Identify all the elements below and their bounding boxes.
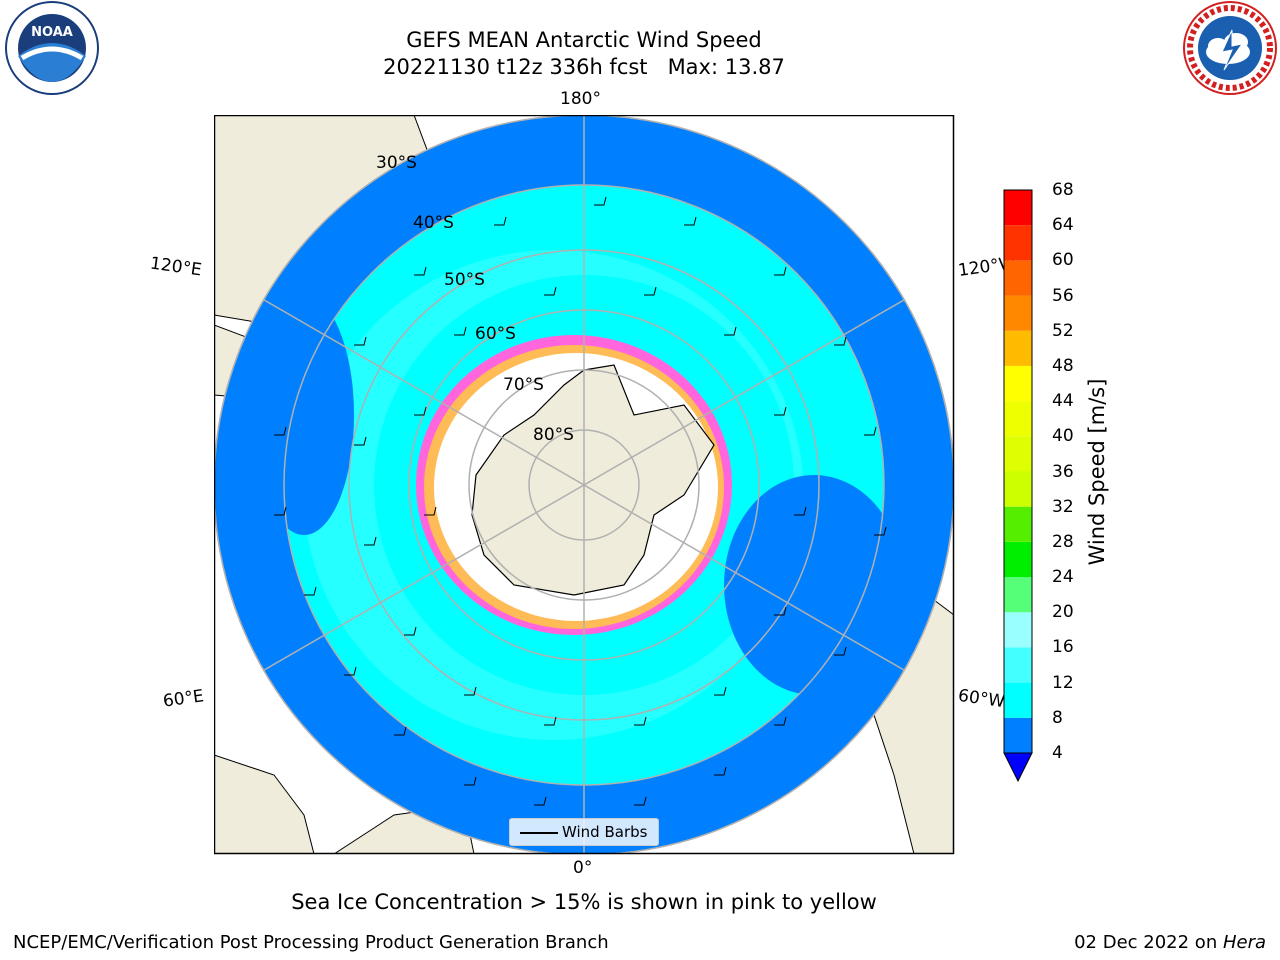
colorbar-tick-label: 64 xyxy=(1052,215,1074,236)
legend-label: Wind Barbs xyxy=(562,823,648,841)
colorbar-bin-28-32 xyxy=(1004,506,1032,542)
noaa-logo-text: NOAA xyxy=(31,25,73,40)
colorbar-tick-label: 68 xyxy=(1052,180,1074,200)
lon-label-0: 0° xyxy=(573,858,593,878)
colorbar-bin-48-52 xyxy=(1004,330,1032,366)
colorbar-frame xyxy=(1003,189,1033,754)
colorbar-under-extension xyxy=(1003,752,1033,783)
colorbar-bin-20-24 xyxy=(1004,577,1032,613)
colorbar-bin-44-48 xyxy=(1004,365,1032,402)
footer-host: Hera xyxy=(1222,932,1266,953)
nws-logo-icon xyxy=(1183,1,1277,95)
colorbar-tick-label: 20 xyxy=(1052,602,1074,623)
colorbar-tick-label: 56 xyxy=(1052,285,1074,306)
wind-barbs xyxy=(274,196,887,806)
colorbar-tick-label: 60 xyxy=(1052,250,1074,271)
colorbar-bin-56-60 xyxy=(1004,260,1032,296)
legend-line-swatch xyxy=(520,832,558,834)
sea-ice-caption: Sea Ice Concentration > 15% is shown in … xyxy=(291,890,877,914)
colorbar-bin-64-68 xyxy=(1004,190,1032,226)
colorbar-tick-label: 28 xyxy=(1052,531,1074,552)
colorbar-tick-label: 4 xyxy=(1052,743,1063,763)
colorbar-bin-52-56 xyxy=(1004,295,1032,331)
footer-date: 02 Dec 2022 on xyxy=(1074,932,1223,953)
colorbar-bin-24-28 xyxy=(1004,541,1032,578)
colorbar xyxy=(1003,189,1033,783)
colorbar-bin-8-12 xyxy=(1004,682,1032,718)
colorbar-bin-16-20 xyxy=(1004,612,1032,648)
colorbar-tick-label: 48 xyxy=(1052,355,1074,376)
colorbar-tick-label: 8 xyxy=(1052,707,1063,728)
colorbar-tick-label: 16 xyxy=(1052,637,1074,658)
noaa-logo-icon: NOAA xyxy=(5,1,99,95)
plot-title-line2: 20221130 t12z 336h fcst Max: 13.87 xyxy=(383,55,785,79)
graticule xyxy=(214,115,954,854)
lat-label-50s: 50°S xyxy=(444,270,485,290)
wind-barbs-legend: Wind Barbs xyxy=(509,818,659,846)
colorbar-tick-label: 44 xyxy=(1052,391,1074,412)
lon-label-60e: 60°E xyxy=(161,686,206,712)
colorbar-bin-4-8 xyxy=(1004,717,1032,753)
footer-left: NCEP/EMC/Verification Post Processing Pr… xyxy=(13,932,609,953)
colorbar-bin-32-36 xyxy=(1004,471,1032,507)
footer-right: 02 Dec 2022 on Hera xyxy=(1074,932,1266,953)
lat-label-80s: 80°S xyxy=(533,425,574,445)
colorbar-bin-36-40 xyxy=(1004,436,1032,472)
colorbar-bin-60-64 xyxy=(1004,225,1032,261)
colorbar-bin-40-44 xyxy=(1004,401,1032,437)
colorbar-bin-12-16 xyxy=(1004,647,1032,683)
lat-label-60s: 60°S xyxy=(475,324,516,344)
plot-title-line1: GEFS MEAN Antarctic Wind Speed xyxy=(406,28,762,52)
colorbar-tick-label: 12 xyxy=(1052,672,1074,693)
lon-label-180: 180° xyxy=(560,89,601,109)
colorbar-label: Wind Speed [m/s] xyxy=(1085,378,1109,566)
lon-label-60w: 60°W xyxy=(956,685,1007,713)
colorbar-tick-label: 36 xyxy=(1052,461,1074,482)
lon-label-120e: 120°E xyxy=(148,253,203,281)
colorbar-tick-label: 52 xyxy=(1052,320,1074,341)
colorbar-tick-label: 32 xyxy=(1052,496,1074,517)
map-frame xyxy=(214,115,955,855)
colorbar-tick-label: 24 xyxy=(1052,567,1074,588)
lat-label-40s: 40°S xyxy=(413,213,454,233)
lat-label-30s: 30°S xyxy=(376,153,417,173)
lat-label-70s: 70°S xyxy=(503,375,544,395)
polar-map xyxy=(214,115,955,855)
colorbar-tick-label: 40 xyxy=(1052,426,1074,447)
